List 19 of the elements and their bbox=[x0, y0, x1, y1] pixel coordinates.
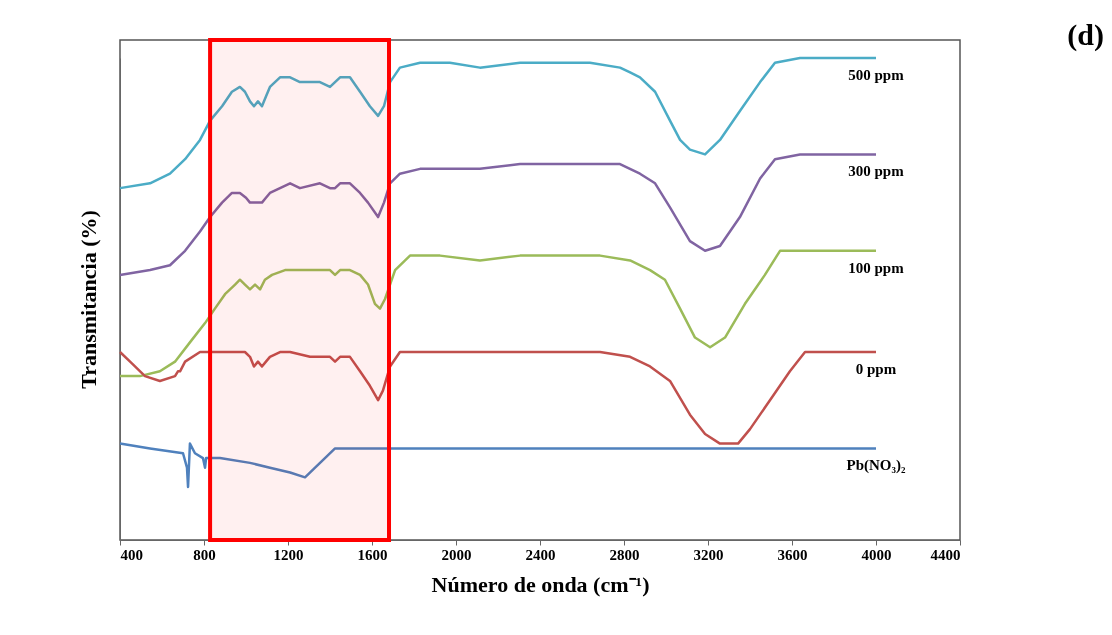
x-tick-label: 1200 bbox=[273, 546, 304, 563]
text: (d) bbox=[1067, 18, 1104, 52]
x-tick-label: 2800 bbox=[609, 546, 640, 563]
x-tick-label: 400 bbox=[120, 546, 143, 563]
x-tick-label: 1600 bbox=[357, 546, 388, 563]
series-label: 0 ppm bbox=[855, 361, 897, 378]
series-label: 500 ppm bbox=[848, 67, 905, 83]
x-tick-label: 2400 bbox=[525, 546, 556, 563]
series-label: 300 ppm bbox=[848, 163, 905, 180]
x-tick-label: 3200 bbox=[693, 546, 724, 563]
series-label: 100 ppm bbox=[848, 259, 905, 276]
x-tick-label: 4400 bbox=[930, 546, 961, 563]
x-tick-label: 800 bbox=[193, 546, 216, 563]
series-label: Pb(NO₃)₂ bbox=[846, 457, 906, 475]
x-axis-title: Número de onda (cm⁻¹) bbox=[431, 571, 650, 597]
x-tick-label: 3600 bbox=[777, 546, 808, 563]
y-axis-title: Transmitancia (%) bbox=[75, 210, 101, 389]
x-tick-label: 2000 bbox=[441, 546, 472, 563]
x-tick-label: 4000 bbox=[861, 546, 892, 563]
